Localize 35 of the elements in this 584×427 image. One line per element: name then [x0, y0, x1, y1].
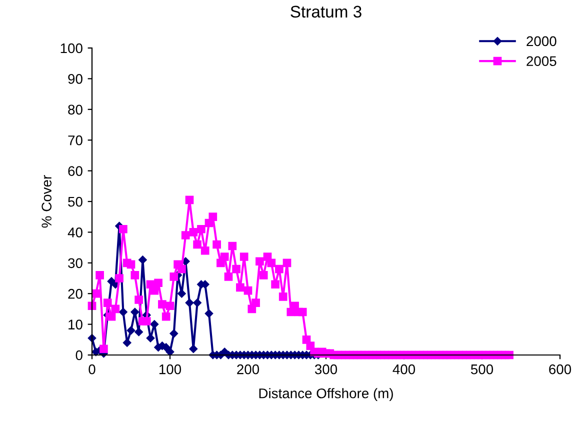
y-tick-label: 90 [68, 74, 82, 84]
point [138, 256, 147, 264]
x-tick-label: 0 [88, 364, 96, 374]
y-tick-label: 20 [68, 288, 82, 299]
point [189, 344, 198, 353]
y-tick-label: 30 [68, 258, 82, 268]
y-tick-label: 60 [68, 166, 82, 176]
point [122, 338, 132, 347]
point [134, 328, 143, 336]
y-tick-label: 50 [68, 196, 82, 207]
point [204, 309, 214, 318]
x-tick-label: 100 [159, 364, 182, 374]
x-tick-label: 600 [549, 364, 572, 374]
y-tick-label: 70 [68, 135, 82, 146]
y-tick-label: 0 [76, 350, 82, 360]
x-tick-label: 500 [470, 364, 494, 374]
x-tick-label: 200 [237, 364, 260, 374]
point [119, 308, 128, 316]
y-tick-label: 10 [68, 320, 82, 330]
x-tick-label: 400 [392, 364, 416, 374]
point [170, 329, 178, 338]
point [185, 298, 194, 307]
y-axis-title: % Cover [42, 175, 52, 228]
legend-label: 2005 [526, 56, 556, 66]
y-tick-label: 100 [60, 43, 82, 54]
x-axis-title: Distance Offshore (m) [259, 388, 393, 402]
point [166, 348, 174, 356]
y-tick-label: 40 [68, 228, 82, 238]
point [126, 326, 136, 335]
x-tick-label: 300 [314, 364, 338, 374]
point [150, 320, 159, 328]
y-tick-label: 80 [68, 104, 82, 115]
legend-label: 2000 [526, 36, 556, 46]
chart-title: Stratum 3 [290, 6, 362, 18]
point [193, 298, 202, 307]
